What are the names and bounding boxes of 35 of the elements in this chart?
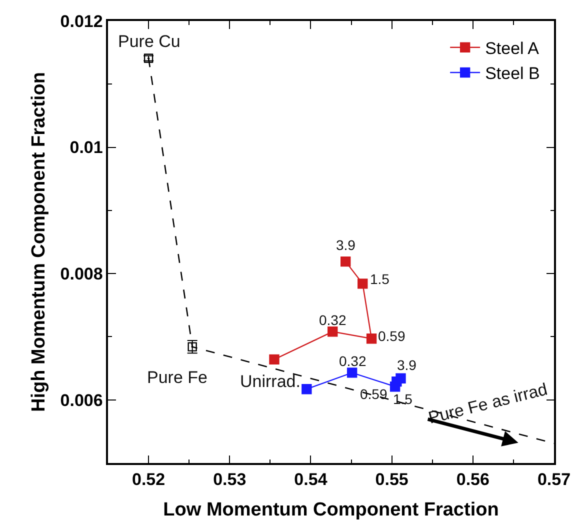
y-tick-label: 0.006 (60, 390, 103, 410)
annotation: 0.59 (378, 328, 406, 344)
annotation: 0.32 (319, 312, 346, 328)
point (396, 373, 406, 384)
x-tick-label: 0.57 (537, 470, 571, 490)
y-tick-label: 0.012 (60, 12, 103, 31)
x-tick-label: 0.53 (213, 470, 246, 490)
x-tick-label: 0.55 (375, 470, 408, 490)
x-tick-label: 0.56 (456, 470, 490, 490)
point (188, 342, 197, 352)
point (366, 334, 377, 344)
annotation: 0.59 (360, 386, 388, 402)
annotation: 0.32 (339, 353, 366, 369)
annotation: 3.9 (336, 237, 356, 253)
annotation: Unirrad. (240, 372, 300, 391)
annotation: Pure Fe as irrad (426, 380, 550, 428)
y-axis-title: High Momentum Component Fraction (28, 72, 50, 412)
x-tick-label: 0.52 (132, 470, 166, 490)
annotation: Pure Cu (118, 32, 180, 51)
point (340, 256, 351, 267)
point (269, 354, 280, 365)
legend-label: Steel B (485, 64, 540, 84)
legend-label: Steel A (485, 39, 540, 58)
annotation: Pure Fe (147, 368, 208, 387)
point (302, 384, 312, 394)
point (346, 368, 358, 378)
x-axis-title: Low Momentum Component Fraction (163, 499, 499, 520)
point (358, 278, 368, 289)
point (328, 326, 338, 337)
y-tick-label: 0.008 (60, 264, 103, 284)
x-tick-label: 0.54 (294, 470, 328, 490)
y-tick-label: 0.01 (70, 138, 103, 158)
annotation: 1.5 (370, 271, 390, 287)
annotation: 1.5 (393, 391, 413, 407)
annotation: 3.9 (397, 357, 417, 373)
